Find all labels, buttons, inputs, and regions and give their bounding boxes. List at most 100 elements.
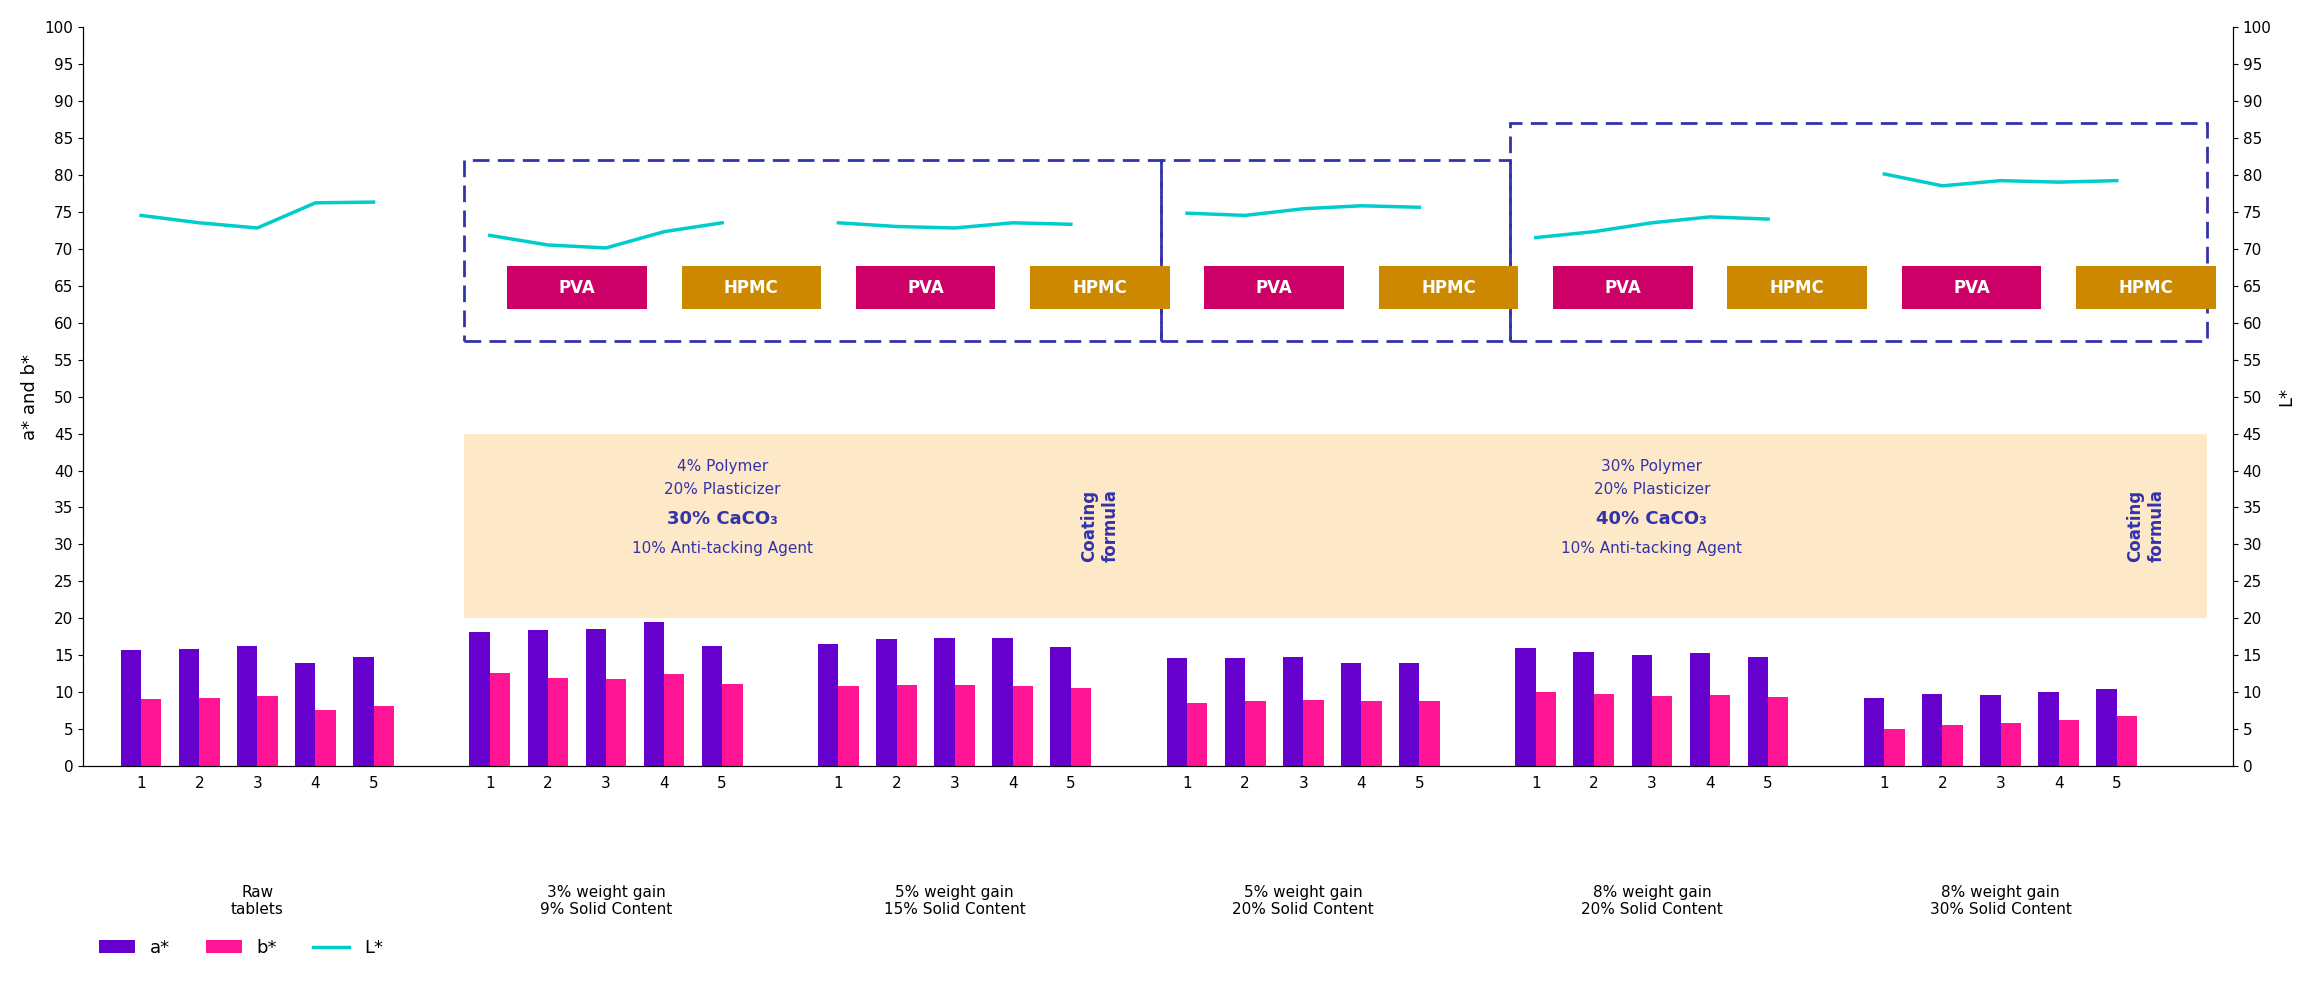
Bar: [1767, 696, 1788, 766]
Bar: [2038, 691, 2059, 766]
Bar: [1399, 663, 1420, 766]
Bar: [1885, 729, 1904, 766]
Bar: [1709, 694, 1730, 766]
Text: HPMC: HPMC: [725, 279, 778, 297]
Bar: [120, 650, 141, 766]
FancyBboxPatch shape: [857, 267, 996, 309]
Text: Coating
formula: Coating formula: [1082, 489, 1119, 562]
Bar: [199, 698, 220, 766]
Bar: [528, 630, 549, 766]
Text: Coating
formula: Coating formula: [2126, 489, 2165, 562]
Legend: a*, b*, L*: a*, b*, L*: [93, 931, 389, 964]
Text: PVA: PVA: [1255, 279, 1292, 297]
FancyBboxPatch shape: [507, 267, 646, 309]
Bar: [1362, 700, 1383, 766]
Text: PVA: PVA: [908, 279, 945, 297]
Bar: [586, 629, 607, 766]
Y-axis label: a* and b*: a* and b*: [21, 353, 39, 439]
Bar: [723, 684, 743, 766]
Bar: [702, 646, 723, 766]
Bar: [236, 646, 257, 766]
Bar: [1922, 693, 1943, 766]
FancyBboxPatch shape: [1901, 267, 2040, 309]
Bar: [2059, 720, 2080, 766]
Bar: [178, 649, 199, 766]
Bar: [838, 685, 859, 766]
Bar: [1167, 658, 1188, 766]
Bar: [954, 684, 975, 766]
Text: 20% Plasticizer: 20% Plasticizer: [665, 481, 780, 497]
Bar: [896, 684, 917, 766]
Bar: [141, 699, 162, 766]
Text: 5% weight gain
20% Solid Content: 5% weight gain 20% Solid Content: [1232, 885, 1373, 917]
Text: 30% CaCO₃: 30% CaCO₃: [667, 510, 778, 528]
Bar: [549, 679, 567, 766]
Text: 8% weight gain
30% Solid Content: 8% weight gain 30% Solid Content: [1929, 885, 2071, 917]
Text: HPMC: HPMC: [1422, 279, 1475, 297]
Bar: [1420, 700, 1441, 766]
Text: 4% Polymer: 4% Polymer: [676, 459, 769, 474]
Bar: [607, 680, 625, 766]
Bar: [1283, 657, 1304, 766]
FancyBboxPatch shape: [1160, 434, 2207, 618]
FancyBboxPatch shape: [1031, 267, 1170, 309]
FancyBboxPatch shape: [681, 267, 820, 309]
Bar: [1749, 657, 1767, 766]
Text: PVA: PVA: [558, 279, 595, 297]
Bar: [489, 674, 510, 766]
Bar: [257, 696, 278, 766]
Text: 10% Anti-tacking Agent: 10% Anti-tacking Agent: [1561, 541, 1742, 556]
Bar: [1943, 725, 1962, 766]
Bar: [354, 657, 373, 766]
Y-axis label: L*: L*: [2277, 387, 2295, 406]
Bar: [1051, 647, 1070, 766]
Text: 10% Anti-tacking Agent: 10% Anti-tacking Agent: [632, 541, 813, 556]
Bar: [1304, 699, 1325, 766]
Bar: [1225, 658, 1246, 766]
Bar: [875, 639, 896, 766]
Text: 5% weight gain
15% Solid Content: 5% weight gain 15% Solid Content: [885, 885, 1026, 917]
Bar: [294, 663, 315, 766]
Text: PVA: PVA: [1605, 279, 1642, 297]
FancyBboxPatch shape: [1378, 267, 1519, 309]
Bar: [1980, 695, 2001, 766]
Bar: [665, 674, 686, 766]
Bar: [1341, 663, 1362, 766]
Bar: [818, 645, 838, 766]
Bar: [315, 710, 336, 766]
Text: HPMC: HPMC: [1769, 279, 1825, 297]
Bar: [2096, 688, 2117, 766]
Bar: [1864, 697, 1885, 766]
Bar: [1246, 700, 1265, 766]
Bar: [1630, 655, 1651, 766]
Bar: [1691, 653, 1709, 766]
Text: PVA: PVA: [1952, 279, 1989, 297]
FancyBboxPatch shape: [1204, 267, 1343, 309]
Text: 20% Plasticizer: 20% Plasticizer: [1593, 481, 1709, 497]
FancyBboxPatch shape: [1728, 267, 1867, 309]
Bar: [2117, 716, 2138, 766]
Bar: [373, 706, 394, 766]
FancyBboxPatch shape: [463, 434, 1160, 618]
Text: Raw
tablets: Raw tablets: [232, 885, 285, 917]
Bar: [470, 632, 489, 766]
Bar: [1536, 692, 1556, 766]
Bar: [644, 622, 665, 766]
Text: 8% weight gain
20% Solid Content: 8% weight gain 20% Solid Content: [1582, 885, 1723, 917]
Bar: [1651, 696, 1672, 766]
Bar: [1593, 693, 1614, 766]
Text: HPMC: HPMC: [1072, 279, 1128, 297]
FancyBboxPatch shape: [1554, 267, 1693, 309]
Text: HPMC: HPMC: [2119, 279, 2172, 297]
Text: 3% weight gain
9% Solid Content: 3% weight gain 9% Solid Content: [540, 885, 672, 917]
Bar: [991, 638, 1012, 766]
FancyBboxPatch shape: [2075, 267, 2216, 309]
Bar: [1070, 687, 1091, 766]
Bar: [1515, 648, 1536, 766]
Bar: [1012, 685, 1033, 766]
Text: 30% Polymer: 30% Polymer: [1600, 459, 1702, 474]
Bar: [2001, 723, 2022, 766]
Text: 40% CaCO₃: 40% CaCO₃: [1596, 510, 1707, 528]
Bar: [933, 639, 954, 766]
Bar: [1188, 703, 1207, 766]
